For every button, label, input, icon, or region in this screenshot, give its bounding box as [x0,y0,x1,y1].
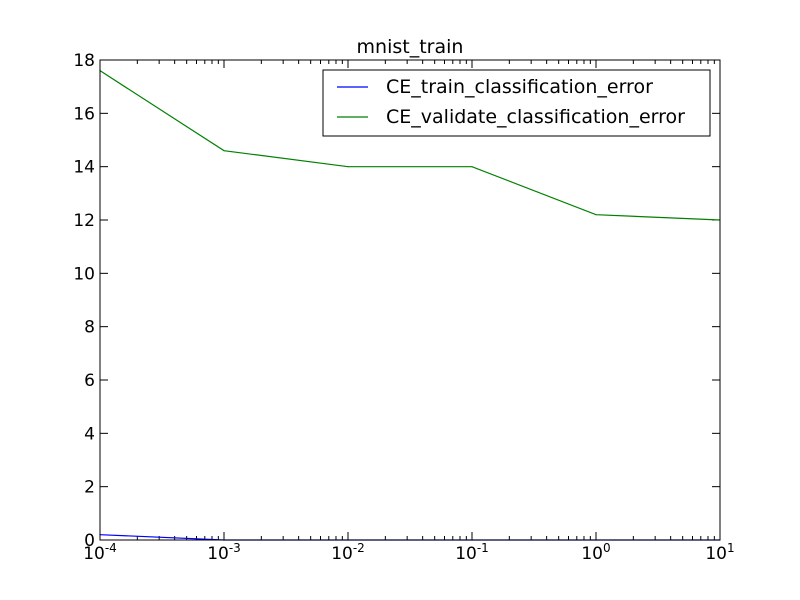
series-2-point [223,150,225,152]
x-tick-label: 101 [705,541,734,564]
y-tick-label: 6 [84,371,95,391]
plot-area [100,60,720,540]
legend: CE_train_classification_error CE_validate… [322,69,711,137]
y-tick-label: 12 [73,211,95,231]
chart-title: mnist_train [357,36,464,58]
series-2-point [347,166,349,168]
legend-label: CE_validate_classification_error [386,106,685,128]
y-tick-label: 10 [73,264,95,284]
x-tick-label: 10-1 [455,541,489,564]
y-tick-label: 16 [73,104,95,124]
series-line-2 [99,70,721,221]
x-tick-label: 10-2 [331,541,365,564]
plot-frame [99,59,721,541]
legend-label: CE_train_classification_error [386,76,653,98]
y-tick-label: 14 [73,158,95,178]
legend-box [322,69,711,137]
y-tick-label: 4 [84,424,95,444]
series-2-point [595,214,597,216]
x-tick-label: 10-3 [207,541,241,564]
y-tick-label: 18 [73,51,95,71]
series-2-point [471,166,473,168]
y-tick-label: 8 [84,318,95,338]
y-tick-label: 2 [84,478,95,498]
x-tick-label: 100 [581,541,610,564]
x-tick-label: 10-4 [83,541,117,564]
y-tick-label: 0 [84,531,95,551]
